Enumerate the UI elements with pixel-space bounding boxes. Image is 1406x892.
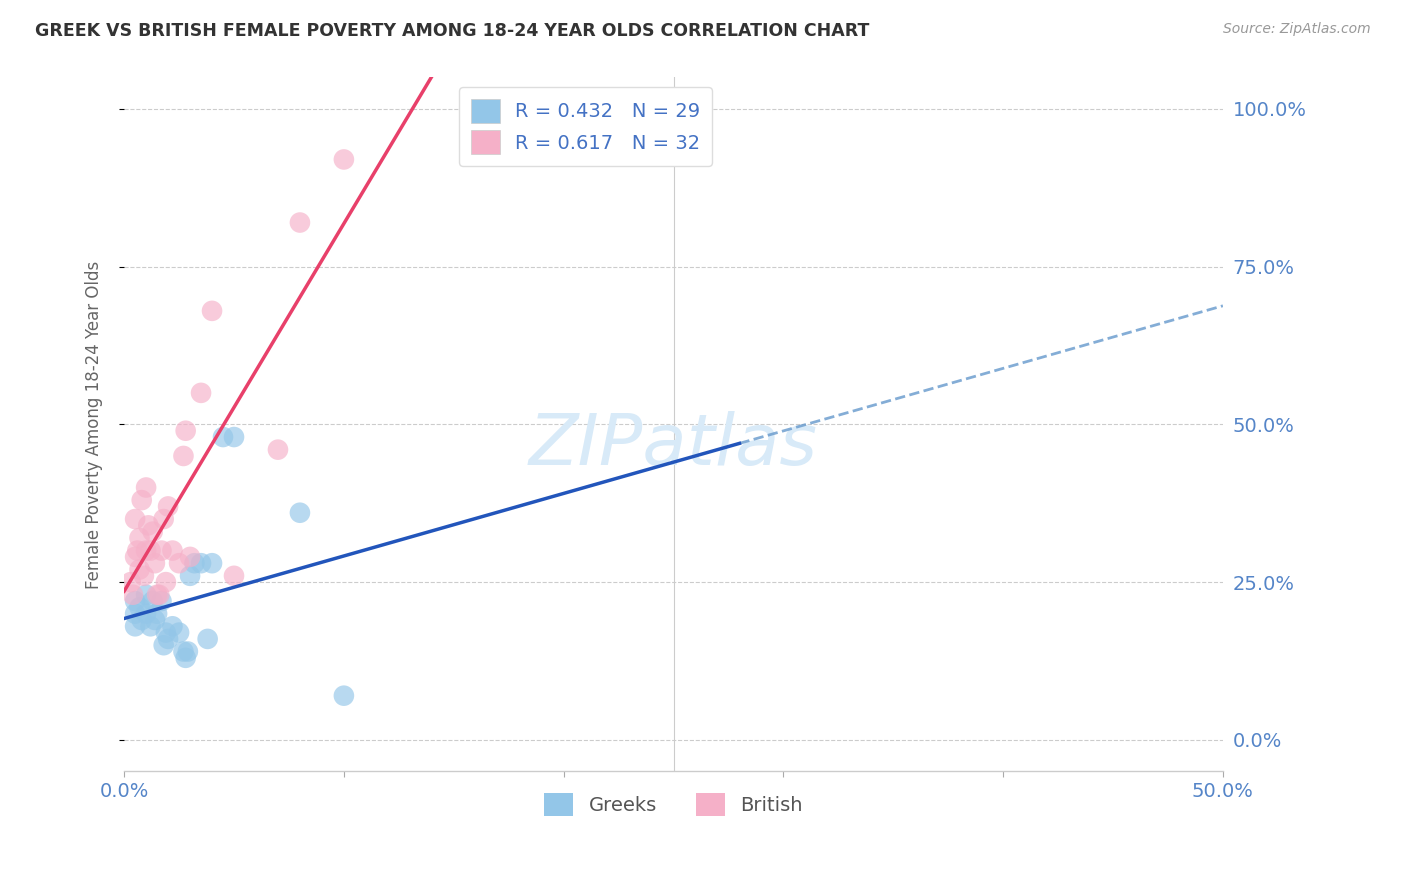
Text: ZIPatlas: ZIPatlas (529, 410, 818, 480)
Point (132, 569, 155, 583)
Point (288, 506, 311, 520)
Point (157, 500, 180, 514)
Point (155, 625, 177, 640)
Point (124, 619, 146, 633)
Point (167, 625, 190, 640)
Point (128, 600, 150, 615)
Point (212, 430, 235, 444)
Point (143, 556, 166, 570)
Point (179, 549, 201, 564)
Point (162, 543, 184, 558)
Y-axis label: Female Poverty Among 18-24 Year Olds: Female Poverty Among 18-24 Year Olds (86, 260, 103, 589)
Point (222, 430, 245, 444)
Point (177, 644, 200, 658)
Text: Source: ZipAtlas.com: Source: ZipAtlas.com (1223, 22, 1371, 37)
Point (197, 632, 219, 646)
Point (135, 588, 157, 602)
Point (136, 518, 159, 533)
Point (128, 562, 150, 576)
Point (157, 632, 180, 646)
Point (152, 512, 174, 526)
Point (150, 543, 173, 558)
Point (162, 619, 184, 633)
Point (120, 575, 142, 590)
Point (124, 607, 146, 621)
Point (122, 588, 145, 602)
Point (174, 424, 197, 438)
Point (333, 153, 356, 167)
Point (143, 613, 166, 627)
Legend: Greeks, British: Greeks, British (536, 785, 811, 824)
Point (150, 594, 173, 608)
Point (124, 512, 146, 526)
Point (124, 594, 146, 608)
Point (135, 481, 157, 495)
Point (135, 607, 157, 621)
Point (174, 650, 197, 665)
Text: GREEK VS BRITISH FEMALE POVERTY AMONG 18-24 YEAR OLDS CORRELATION CHART: GREEK VS BRITISH FEMALE POVERTY AMONG 18… (35, 22, 869, 40)
Point (152, 638, 174, 652)
Point (172, 449, 194, 463)
Point (201, 556, 224, 570)
Point (183, 556, 205, 570)
Point (155, 575, 177, 590)
Point (267, 442, 290, 457)
Point (179, 569, 201, 583)
Point (135, 543, 157, 558)
Point (172, 644, 194, 658)
Point (148, 588, 170, 602)
Point (139, 543, 162, 558)
Point (127, 543, 149, 558)
Point (201, 303, 224, 318)
Point (128, 531, 150, 545)
Point (131, 493, 153, 508)
Point (167, 556, 190, 570)
Point (288, 215, 311, 229)
Point (222, 569, 245, 583)
Point (190, 556, 212, 570)
Point (139, 619, 162, 633)
Point (142, 594, 165, 608)
Point (146, 588, 169, 602)
Point (333, 689, 356, 703)
Point (142, 524, 165, 539)
Point (146, 607, 169, 621)
Point (131, 613, 153, 627)
Point (190, 385, 212, 400)
Point (124, 549, 146, 564)
